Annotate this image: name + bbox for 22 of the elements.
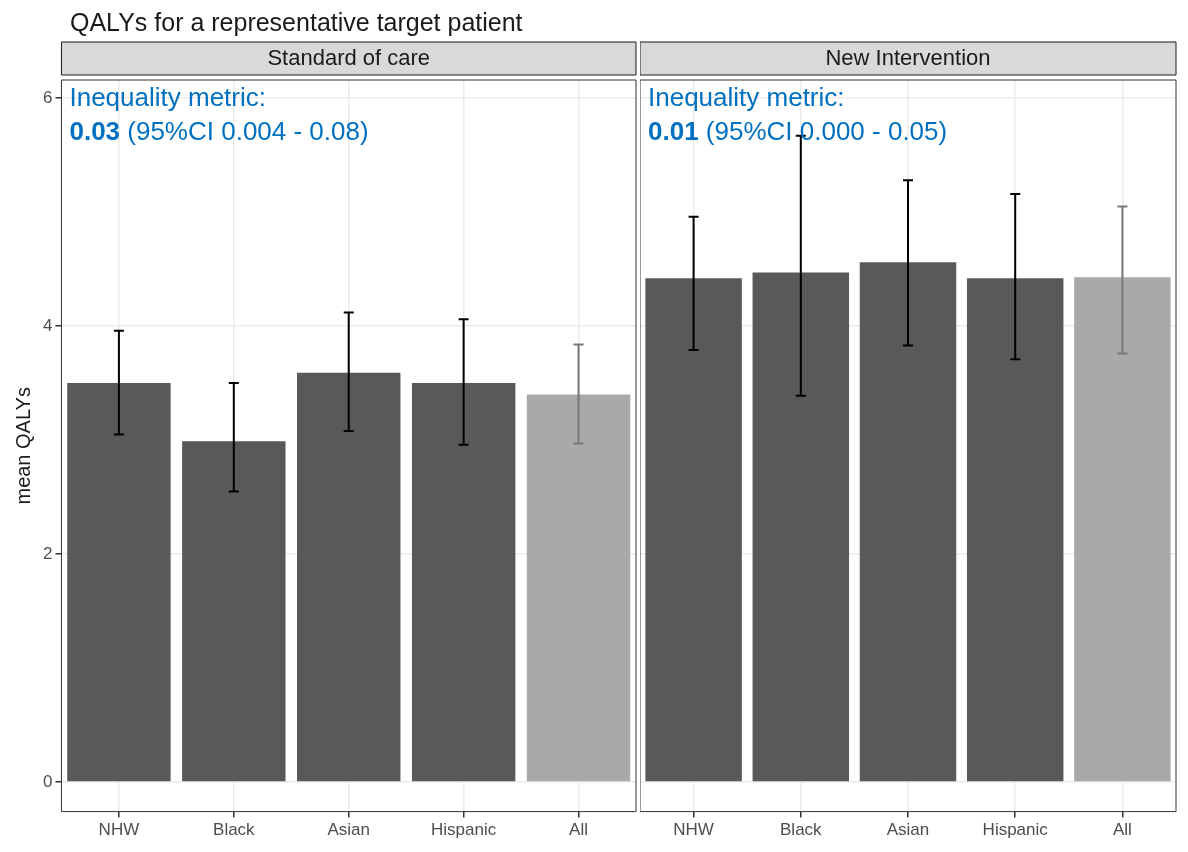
chart-subtitle: Standard of care bbox=[267, 45, 431, 71]
annotation: 0.01 (95%CI 0.000 - 0.05) bbox=[648, 116, 948, 147]
x-tick-label: NHW bbox=[98, 820, 140, 840]
annotation: Inequality metric: bbox=[648, 82, 845, 113]
y-tick-label: 4 bbox=[42, 315, 53, 335]
x-tick-label: Hispanic bbox=[982, 820, 1049, 840]
chart-subtitle: New Intervention bbox=[825, 45, 991, 71]
annotation: Inequality metric: bbox=[69, 82, 266, 113]
x-tick-label: Asian bbox=[886, 820, 930, 840]
annotation: 0.03 (95%CI 0.004 - 0.08) bbox=[69, 116, 369, 147]
x-tick-label: Black bbox=[213, 820, 256, 840]
y-tick-label: 2 bbox=[42, 543, 53, 563]
x-tick-label: Black bbox=[780, 820, 823, 840]
y-tick-label: 6 bbox=[42, 87, 53, 107]
chart-title: QALYs for a representative target patient bbox=[69, 8, 524, 38]
x-tick-label: Asian bbox=[327, 820, 370, 840]
y-axis-title: mean QALYs bbox=[11, 387, 34, 505]
x-tick-label: NHW bbox=[673, 820, 714, 840]
x-tick-label: All bbox=[569, 820, 588, 840]
x-tick-label: All bbox=[1112, 820, 1132, 840]
x-tick-label: Hispanic bbox=[431, 820, 497, 840]
y-tick-label: 0 bbox=[42, 771, 53, 791]
